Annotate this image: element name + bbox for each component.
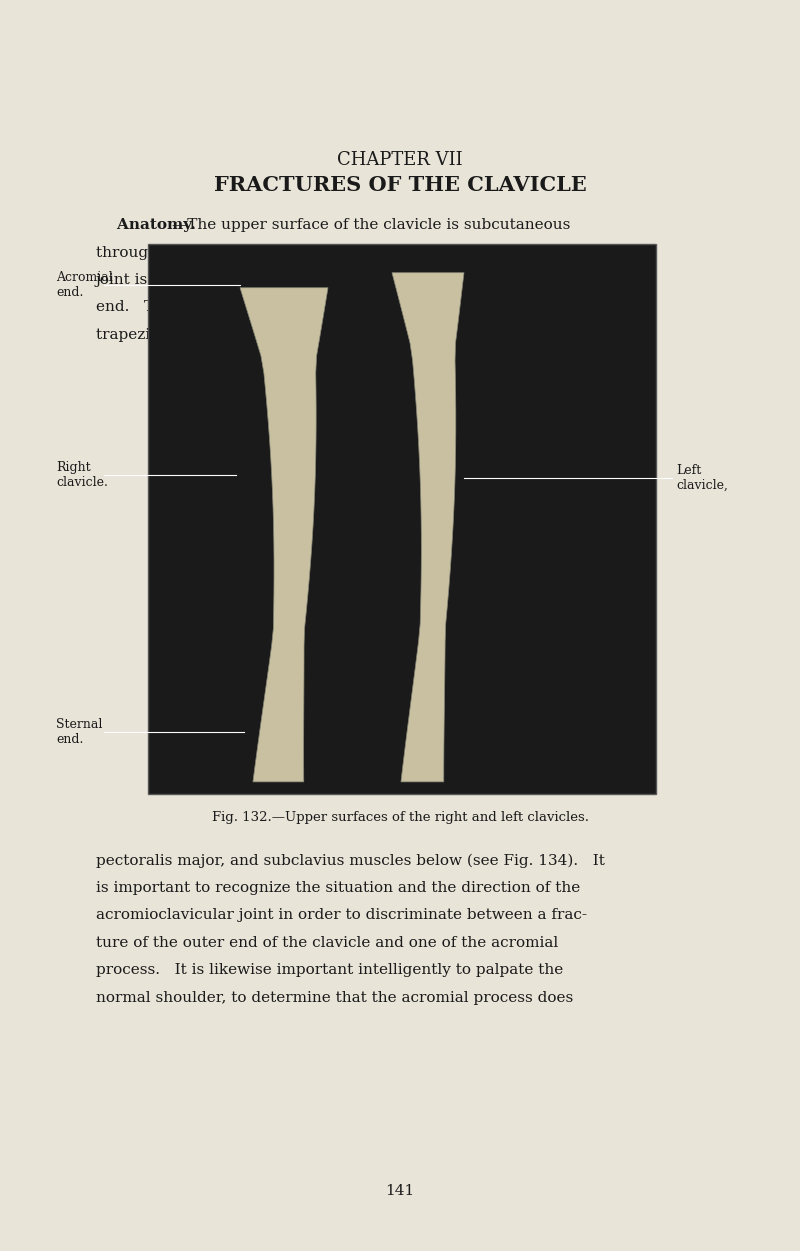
Text: is important to recognize the situation and the direction of the: is important to recognize the situation … [96,881,580,894]
Text: normal shoulder, to determine that the acromial process does: normal shoulder, to determine that the a… [96,991,574,1005]
Bar [148,244,656,794]
Text: Acromial
end.: Acromial end. [56,271,113,299]
Bar [148,244,656,794]
Text: joint is at its outer end.   The sternoclavicular joint is at its inner: joint is at its outer end. The sternocla… [96,273,596,286]
Text: pectoralis major, and subclavius muscles below (see Fig. 134).   It: pectoralis major, and subclavius muscles… [96,853,605,868]
Text: trapezius and sternocleidomastoid muscles above, and the deltoid,: trapezius and sternocleidomastoid muscle… [96,328,611,342]
Text: Sternal
end.: Sternal end. [56,718,102,746]
Text: acromioclavicular joint in order to discriminate between a frac-: acromioclavicular joint in order to disc… [96,908,587,922]
Text: process.   It is likewise important intelligently to palpate the: process. It is likewise important intell… [96,963,563,977]
Text: Fig. 132.—Upper surfaces of the right and left clavicles.: Fig. 132.—Upper surfaces of the right an… [211,811,589,823]
Text: throughout its whole length (see Fig. 134).  The acromioclavicular: throughout its whole length (see Fig. 13… [96,245,610,260]
Text: CHAPTER VII: CHAPTER VII [337,151,463,169]
Text: Anatomy.: Anatomy. [96,218,196,231]
Text: FRACTURES OF THE CLAVICLE: FRACTURES OF THE CLAVICLE [214,175,586,195]
Text: end.   The clavicle lies in a muscular plane made up of the: end. The clavicle lies in a muscular pla… [96,300,546,314]
Text: —The upper surface of the clavicle is subcutaneous: —The upper surface of the clavicle is su… [172,218,570,231]
Polygon shape [392,273,464,782]
Text: ture of the outer end of the clavicle and one of the acromial: ture of the outer end of the clavicle an… [96,936,558,950]
Polygon shape [240,288,328,782]
Text: Right
clavicle.: Right clavicle. [56,462,108,489]
Text: Left
clavicle,: Left clavicle, [676,464,728,492]
Text: 141: 141 [386,1183,414,1198]
